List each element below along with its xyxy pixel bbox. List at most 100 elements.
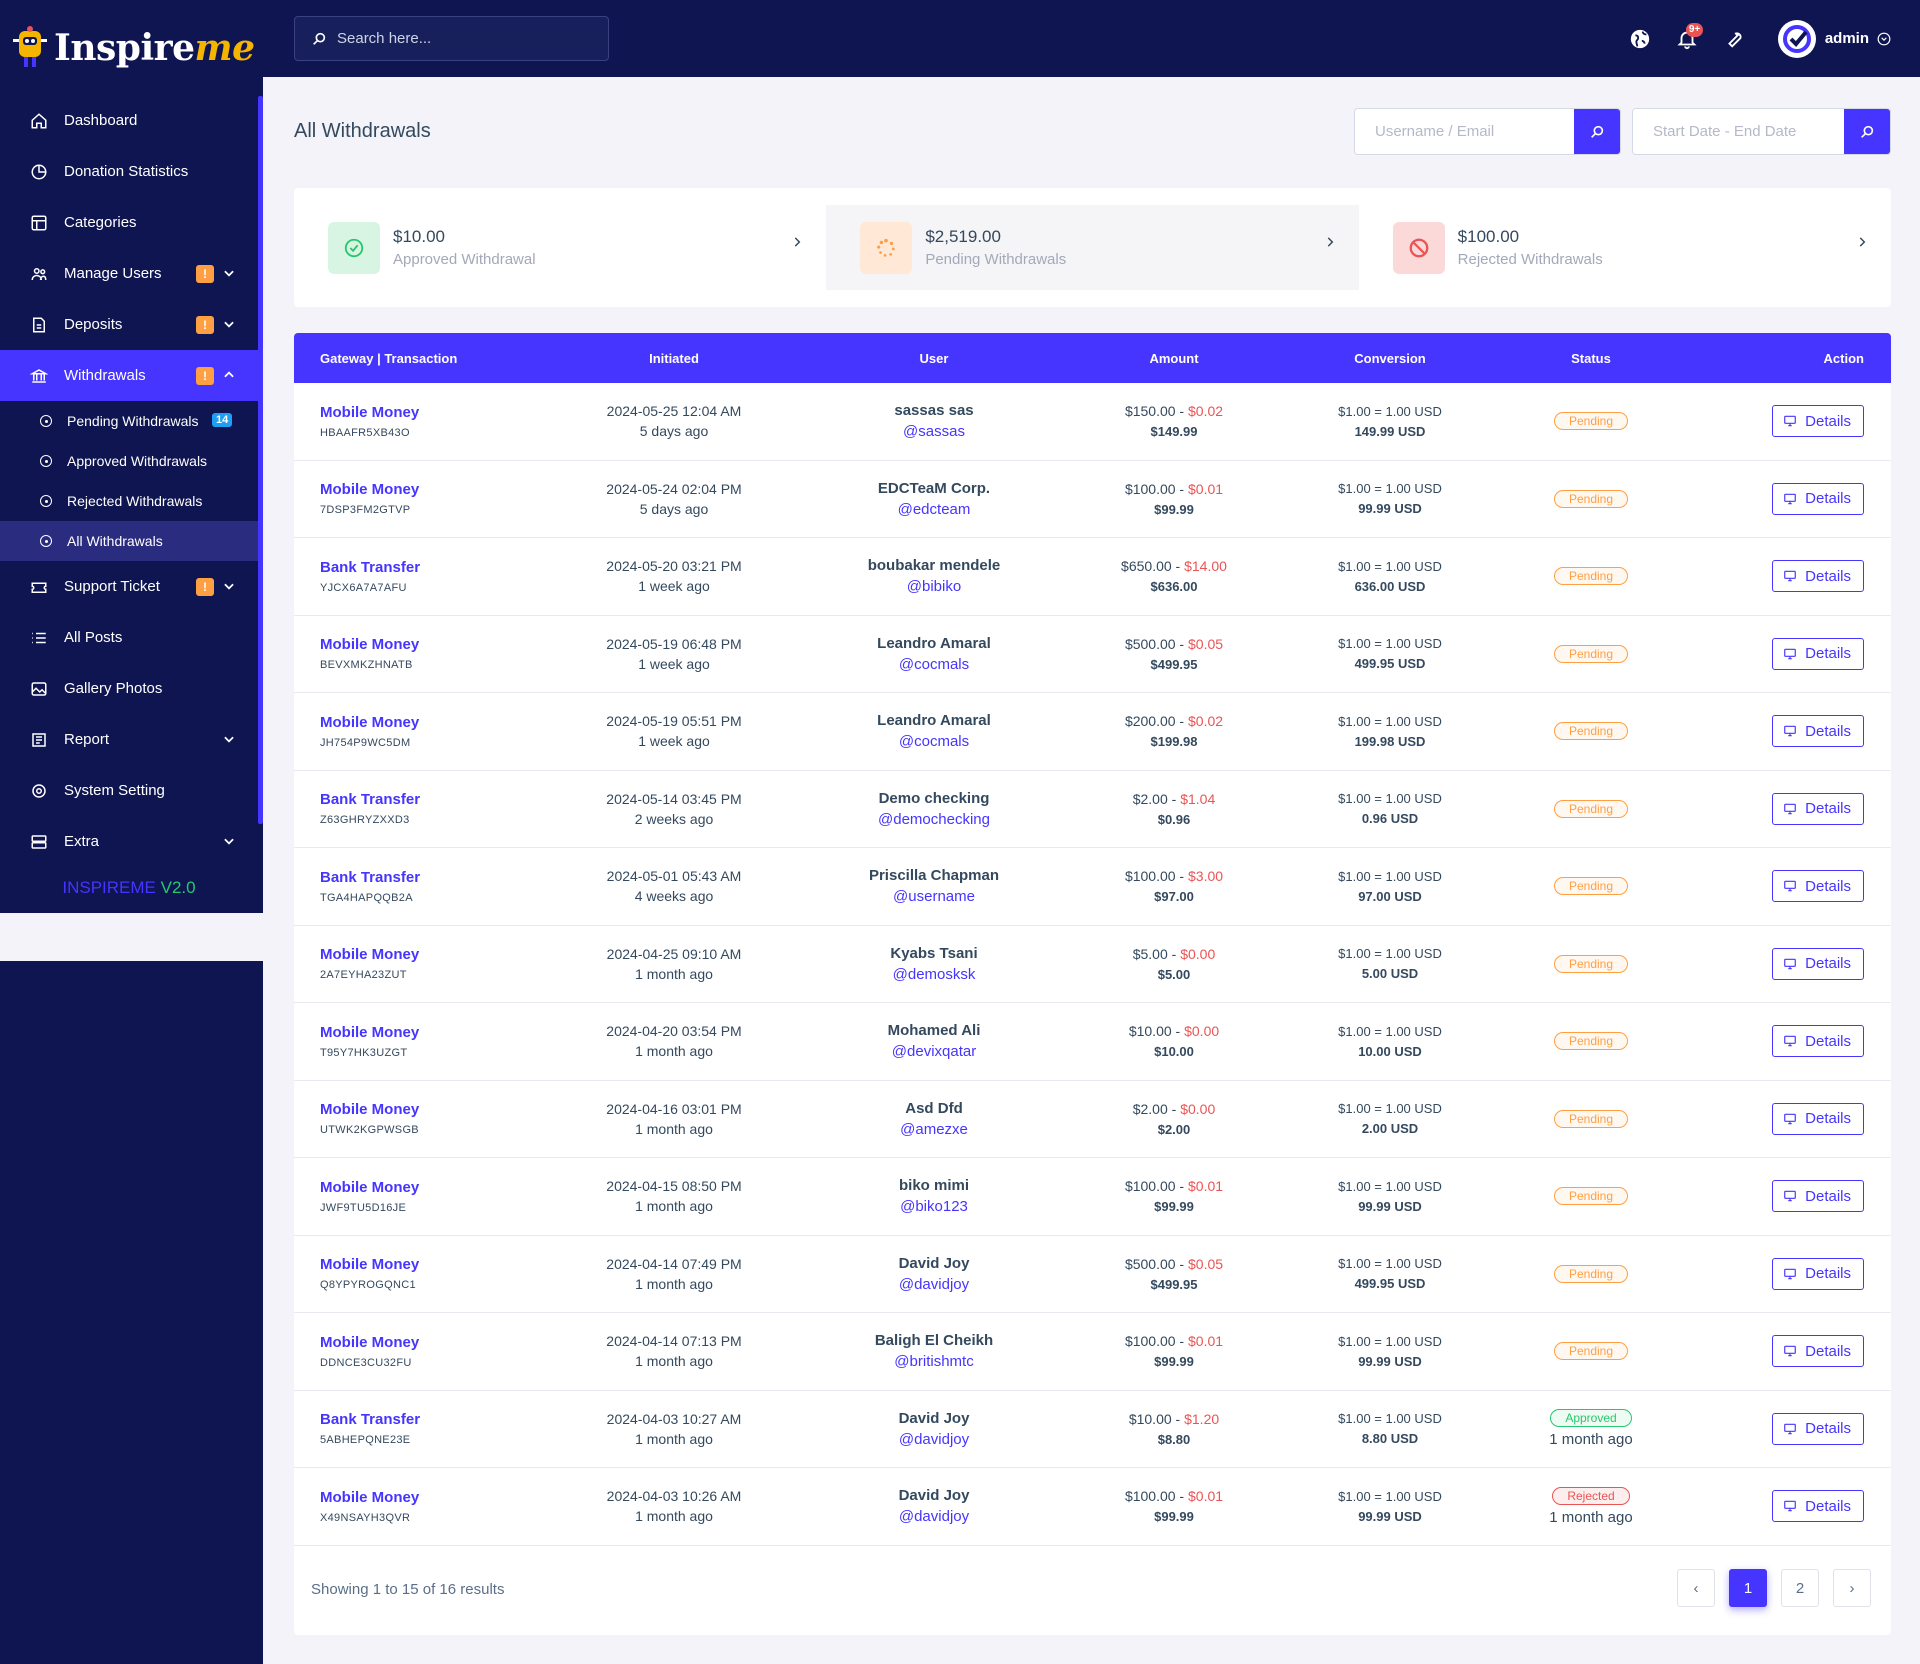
gateway-name[interactable]: Mobile Money (320, 1178, 420, 1196)
details-button[interactable]: Details (1772, 482, 1864, 515)
initiated-ago: 5 days ago (639, 500, 709, 517)
sidebar-scrollbar[interactable] (258, 96, 263, 824)
details-button[interactable]: Details (1772, 947, 1864, 980)
sidebar-item-withdrawals[interactable]: Withdrawals ! (0, 350, 258, 401)
next-page-button[interactable]: › (1833, 1569, 1871, 1607)
approved-label: Approved Withdrawal (393, 251, 536, 268)
sidebar-subitem-pending-withdrawals[interactable]: Pending Withdrawals 14 (0, 401, 258, 441)
sidebar-item-donation-statistics[interactable]: Donation Statistics (0, 146, 258, 197)
initiated-cell: 2024-04-03 10:26 AM 1 month ago (544, 1488, 804, 1524)
details-button[interactable]: Details (1772, 1412, 1864, 1445)
user-handle-link[interactable]: @bibiko (906, 578, 962, 596)
prev-page-button[interactable]: ‹ (1677, 1569, 1715, 1607)
gateway-name[interactable]: Bank Transfer (320, 558, 421, 576)
initiated-cell: 2024-05-01 05:43 AM 4 weeks ago (544, 868, 804, 904)
user-handle-link[interactable]: @username (893, 888, 975, 906)
details-button[interactable]: Details (1772, 1335, 1864, 1368)
user-handle-link[interactable]: @demosksk (892, 965, 976, 983)
sidebar-item-gallery-photos[interactable]: Gallery Photos (0, 663, 258, 714)
details-button[interactable]: Details (1772, 1490, 1864, 1523)
details-button[interactable]: Details (1772, 1180, 1864, 1213)
gateway-name[interactable]: Mobile Money (320, 403, 420, 421)
gateway-cell: Mobile Money 2A7EYHA23ZUT (294, 946, 544, 981)
date-range-input[interactable] (1633, 109, 1844, 154)
details-button[interactable]: Details (1772, 870, 1864, 903)
brand-logo[interactable]: Inspireme (10, 18, 255, 78)
converted-amount: 2.00 USD (1361, 1121, 1419, 1137)
conversion-cell: $1.00 = 1.00 USD 8.80 USD (1284, 1411, 1496, 1446)
sidebar-item-manage-users[interactable]: Manage Users ! (0, 248, 258, 299)
user-handle-link[interactable]: @davidjoy (898, 1275, 970, 1293)
user-handle-link[interactable]: @sassas (903, 423, 965, 441)
global-search[interactable] (294, 16, 609, 61)
user-handle-link[interactable]: @davidjoy (898, 1430, 970, 1448)
details-button[interactable]: Details (1772, 1102, 1864, 1135)
gateway-name[interactable]: Mobile Money (320, 1333, 420, 1351)
details-button[interactable]: Details (1772, 1025, 1864, 1058)
sidebar-item-report[interactable]: Report (0, 714, 258, 765)
admin-menu[interactable]: admin (1777, 19, 1891, 58)
details-button[interactable]: Details (1772, 1257, 1864, 1290)
date-search-button[interactable] (1844, 109, 1890, 154)
user-handle-link[interactable]: @edcteam (897, 500, 971, 518)
chevron-right-icon (1327, 237, 1334, 247)
conversion-cell: $1.00 = 1.00 USD 10.00 USD (1284, 1024, 1496, 1059)
details-button[interactable]: Details (1772, 792, 1864, 825)
initiated-date: 2024-05-19 06:48 PM (606, 635, 742, 652)
details-button[interactable]: Details (1772, 405, 1864, 438)
chevron-down-icon (224, 270, 234, 277)
gateway-name[interactable]: Mobile Money (320, 1023, 420, 1041)
username-search-button[interactable] (1574, 109, 1620, 154)
user-handle-link[interactable]: @britishmtc (894, 1353, 974, 1371)
initiated-ago: 1 month ago (635, 1043, 713, 1060)
sidebar-subitem-rejected-withdrawals[interactable]: Rejected Withdrawals (0, 481, 258, 521)
sidebar-item-dashboard[interactable]: Dashboard (0, 95, 258, 146)
user-handle-link[interactable]: @amezxe (900, 1120, 968, 1138)
gateway-name[interactable]: Mobile Money (320, 713, 420, 731)
pending-widget[interactable]: $2,519.00 Pending Withdrawals (826, 205, 1359, 290)
details-button[interactable]: Details (1772, 637, 1864, 670)
gateway-name[interactable]: Mobile Money (320, 636, 420, 654)
table-row: Mobile Money BEVXMKZHNATB 2024-05-19 06:… (294, 616, 1891, 693)
search-input[interactable] (337, 30, 587, 47)
sidebar-item-system-setting[interactable]: System Setting (0, 765, 258, 816)
sidebar-item-extra[interactable]: Extra (0, 816, 258, 867)
user-handle-link[interactable]: @biko123 (900, 1198, 968, 1216)
converted-amount: 99.99 USD (1358, 501, 1422, 517)
sidebar-item-deposits[interactable]: Deposits ! (0, 299, 258, 350)
table-row: Mobile Money JH754P9WC5DM 2024-05-19 05:… (294, 693, 1891, 771)
gateway-name[interactable]: Mobile Money (320, 1101, 420, 1119)
user-handle-link[interactable]: @demochecking (878, 810, 990, 828)
settings-tool-button[interactable] (1723, 28, 1745, 50)
user-handle-link[interactable]: @cocmals (898, 655, 970, 673)
gateway-name[interactable]: Mobile Money (320, 1256, 420, 1274)
sidebar-subitem-approved-withdrawals[interactable]: Approved Withdrawals (0, 441, 258, 481)
user-handle-link[interactable]: @davidjoy (898, 1508, 970, 1526)
user-handle-link[interactable]: @cocmals (898, 733, 970, 751)
sidebar-subitem-all-withdrawals[interactable]: All Withdrawals (0, 521, 258, 561)
initiated-date: 2024-05-14 03:45 PM (606, 790, 742, 807)
gateway-name[interactable]: Mobile Money (320, 1488, 420, 1506)
page-1-button[interactable]: 1 (1729, 1569, 1767, 1607)
gateway-name[interactable]: Mobile Money (320, 946, 420, 964)
rejected-widget[interactable]: $100.00 Rejected Withdrawals (1359, 205, 1891, 290)
user-handle-link[interactable]: @devixqatar (891, 1043, 977, 1061)
converted-amount: 5.00 USD (1361, 966, 1419, 982)
username-email-input[interactable] (1355, 109, 1574, 154)
sidebar-item-all-posts[interactable]: All Posts (0, 612, 258, 663)
gateway-name[interactable]: Bank Transfer (320, 791, 421, 809)
language-button[interactable] (1629, 28, 1651, 50)
sidebar-item-categories[interactable]: Categories (0, 197, 258, 248)
sidebar-item-support-ticket[interactable]: Support Ticket ! (0, 561, 258, 612)
gateway-name[interactable]: Mobile Money (320, 481, 420, 499)
gateway-name[interactable]: Bank Transfer (320, 1411, 421, 1429)
notifications-button[interactable]: 9+ (1676, 22, 1704, 50)
chevron-right-icon (795, 237, 801, 247)
approved-widget[interactable]: $10.00 Approved Withdrawal (294, 205, 826, 290)
gateway-name[interactable]: Bank Transfer (320, 868, 421, 886)
page-2-button[interactable]: 2 (1781, 1569, 1819, 1607)
user-fullname: Priscilla Chapman (868, 867, 1000, 885)
details-button[interactable]: Details (1772, 715, 1864, 748)
initiated-date: 2024-04-03 10:27 AM (606, 1410, 742, 1427)
details-button[interactable]: Details (1772, 560, 1864, 593)
